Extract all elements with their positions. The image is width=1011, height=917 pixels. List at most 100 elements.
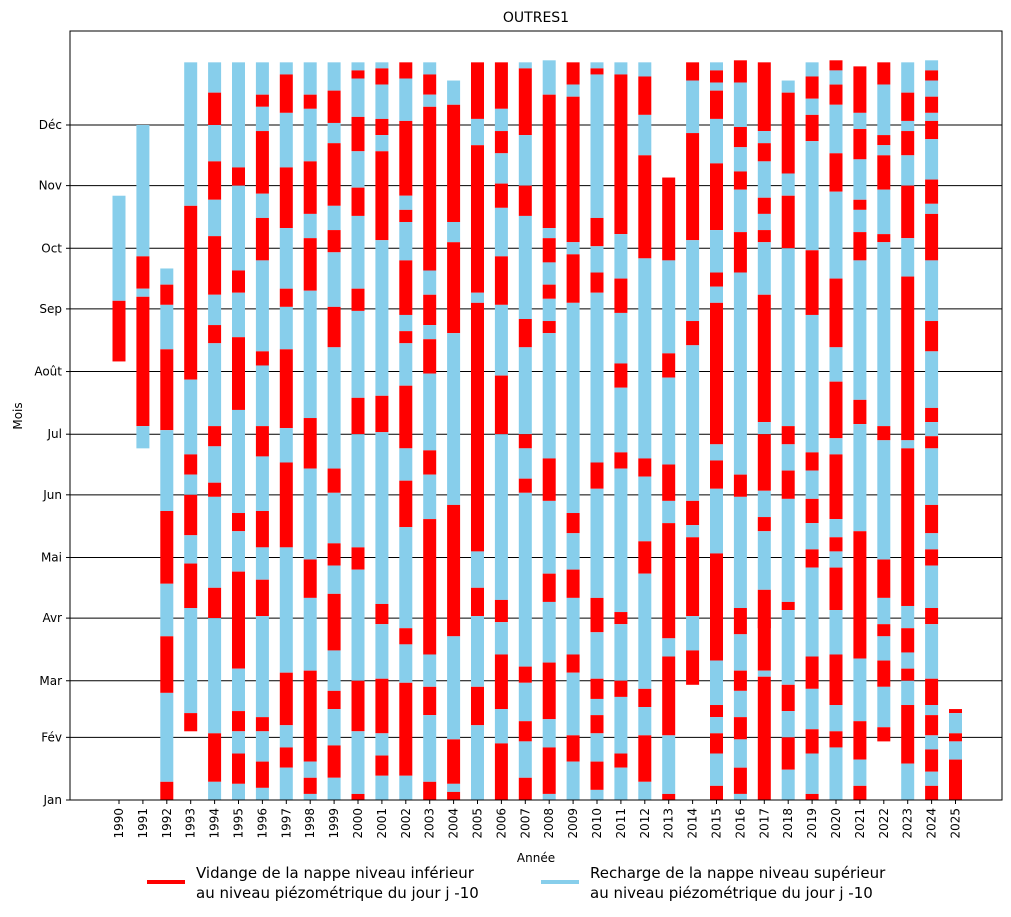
bar-segment-recharge xyxy=(566,761,580,800)
bar-segment-recharge xyxy=(925,80,939,97)
bar-segment-vidange xyxy=(710,90,723,119)
bar-segment-recharge xyxy=(733,82,747,128)
bar-segment-vidange xyxy=(184,454,198,475)
bar-segment-vidange xyxy=(303,161,317,214)
bar-segment-recharge xyxy=(518,682,532,722)
bar-segment-vidange xyxy=(710,553,723,661)
bar-segment-recharge xyxy=(901,440,915,449)
bar-segment-recharge xyxy=(925,112,939,121)
bar-segment-vidange xyxy=(184,563,198,609)
bar-segment-recharge xyxy=(232,185,245,271)
bar-segment-recharge xyxy=(471,616,484,687)
bar-segment-recharge xyxy=(208,294,222,326)
x-tick-label: 1997 xyxy=(279,808,293,839)
bar-segment-vidange xyxy=(805,114,819,142)
bar-segment-vidange xyxy=(399,331,413,344)
bar-segment-vidange xyxy=(901,668,915,681)
bar-segment-vidange xyxy=(901,628,915,653)
bar-segment-recharge xyxy=(925,139,939,180)
bar-segment-recharge xyxy=(518,492,532,667)
bar-segment-recharge xyxy=(494,304,508,376)
bar-segment-vidange xyxy=(901,705,915,764)
bar-segment-vidange xyxy=(184,713,198,732)
bar-segment-recharge xyxy=(925,771,939,786)
bar-segment-recharge xyxy=(566,672,580,736)
bar-segment-recharge xyxy=(494,622,508,655)
bar-segment-recharge xyxy=(471,551,484,588)
bar-segment-vidange xyxy=(303,418,317,469)
bar-segment-vidange xyxy=(423,339,437,374)
bar-segment-vidange xyxy=(614,680,628,697)
bar-segment-vidange xyxy=(136,296,150,427)
x-tick-label: 2020 xyxy=(829,808,843,839)
bar-segment-recharge xyxy=(542,298,556,322)
bar-segment-vidange xyxy=(566,254,580,303)
bar-segment-recharge xyxy=(877,189,891,235)
bar-segment-vidange xyxy=(829,60,843,71)
bar-segment-recharge xyxy=(399,314,413,332)
bar-segment-vidange xyxy=(757,62,771,132)
bar-segment-recharge xyxy=(542,500,556,574)
bar-segment-recharge xyxy=(447,80,461,105)
bar-segment-recharge xyxy=(303,290,317,419)
bar-segment-recharge xyxy=(566,302,580,514)
x-tick-label: 2025 xyxy=(949,808,963,839)
bar-segment-vidange xyxy=(494,62,508,109)
bar-segment-recharge xyxy=(805,567,819,657)
bar-segment-recharge xyxy=(829,191,843,279)
bar-segment-vidange xyxy=(877,62,891,85)
bar-segment-vidange xyxy=(733,127,747,148)
bar-segment-recharge xyxy=(925,260,939,322)
bar-segment-vidange xyxy=(232,270,245,293)
bar-segment-recharge xyxy=(614,624,628,681)
y-tick-label: Sep xyxy=(39,302,62,316)
bar-segment-recharge xyxy=(781,769,795,800)
bar-segment-recharge xyxy=(781,444,795,471)
bar-segment-vidange xyxy=(590,462,604,489)
bar-segment-recharge xyxy=(279,228,293,289)
bar-segment-vidange xyxy=(542,747,556,794)
bar-segment-recharge xyxy=(829,70,843,85)
bar-segment-recharge xyxy=(686,345,700,501)
bar-segment-vidange xyxy=(351,547,365,570)
bar-segment-recharge xyxy=(351,731,365,794)
bar-segment-recharge xyxy=(710,717,723,734)
bar-segment-vidange xyxy=(853,399,867,425)
bar-segment-recharge xyxy=(471,292,484,303)
x-tick-label: 2010 xyxy=(590,808,604,839)
bar-segment-vidange xyxy=(877,727,891,742)
bar-segment-vidange xyxy=(160,781,174,800)
bar-segment-recharge xyxy=(399,221,413,261)
gridlines xyxy=(70,124,1002,738)
bar-segment-recharge xyxy=(255,787,269,800)
bar-segment-vidange xyxy=(423,294,437,326)
bar-segment-vidange xyxy=(710,460,723,489)
bar-segment-recharge xyxy=(710,286,723,303)
bar-segment-recharge xyxy=(232,783,245,800)
bar-segment-vidange xyxy=(901,131,915,156)
bar-segment-recharge xyxy=(375,62,389,69)
bar-segment-recharge xyxy=(232,292,245,338)
x-tick-label: 2005 xyxy=(471,808,485,839)
bar-segment-vidange xyxy=(710,785,723,800)
bar-segment-vidange xyxy=(423,106,437,271)
bar-segment-vidange xyxy=(303,777,317,794)
bar-segment-recharge xyxy=(136,426,150,449)
bar-segment-vidange xyxy=(710,70,723,83)
bar-segment-vidange xyxy=(279,747,293,768)
bar-segment-recharge xyxy=(255,106,269,132)
bar-segment-vidange xyxy=(829,454,843,520)
bar-segment-recharge xyxy=(829,438,843,455)
bar-segment-recharge xyxy=(255,547,269,580)
bar-segment-vidange xyxy=(925,96,939,113)
bar-segment-vidange xyxy=(566,96,580,243)
bar-segment-recharge xyxy=(375,84,389,119)
bar-segment-vidange xyxy=(757,230,771,243)
bar-segment-vidange xyxy=(303,94,317,109)
bar-segment-vidange xyxy=(327,90,341,123)
bar-segment-recharge xyxy=(542,262,556,285)
bar-segment-recharge xyxy=(710,488,723,554)
bar-segment-recharge xyxy=(805,98,819,115)
bar-segment-vidange xyxy=(471,145,484,293)
bar-segment-recharge xyxy=(614,387,628,453)
